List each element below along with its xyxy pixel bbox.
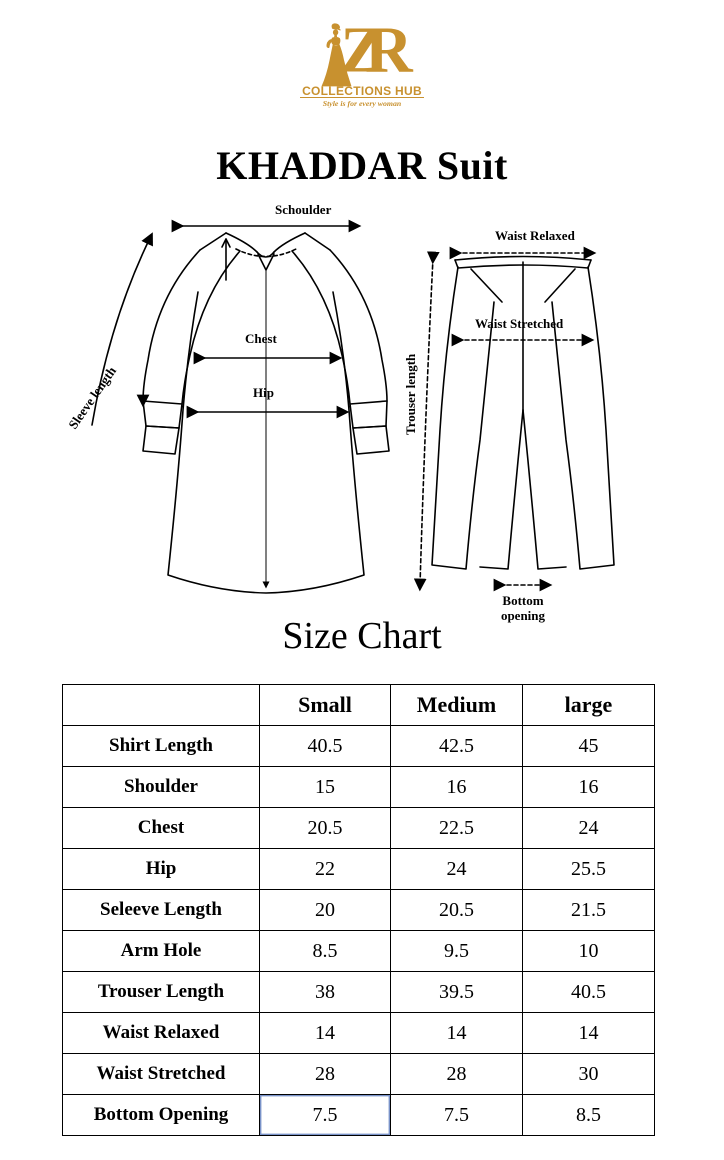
svg-text:Bottom: Bottom: [502, 593, 543, 608]
svg-text:Chest: Chest: [245, 331, 277, 346]
svg-text:Waist Stretched: Waist Stretched: [475, 316, 564, 331]
svg-text:R: R: [365, 13, 414, 86]
svg-text:Waist Relaxed: Waist Relaxed: [495, 228, 576, 243]
svg-text:Trouser length: Trouser length: [403, 353, 418, 435]
svg-text:Hip: Hip: [253, 385, 274, 400]
svg-text:Schoulder: Schoulder: [275, 202, 332, 217]
